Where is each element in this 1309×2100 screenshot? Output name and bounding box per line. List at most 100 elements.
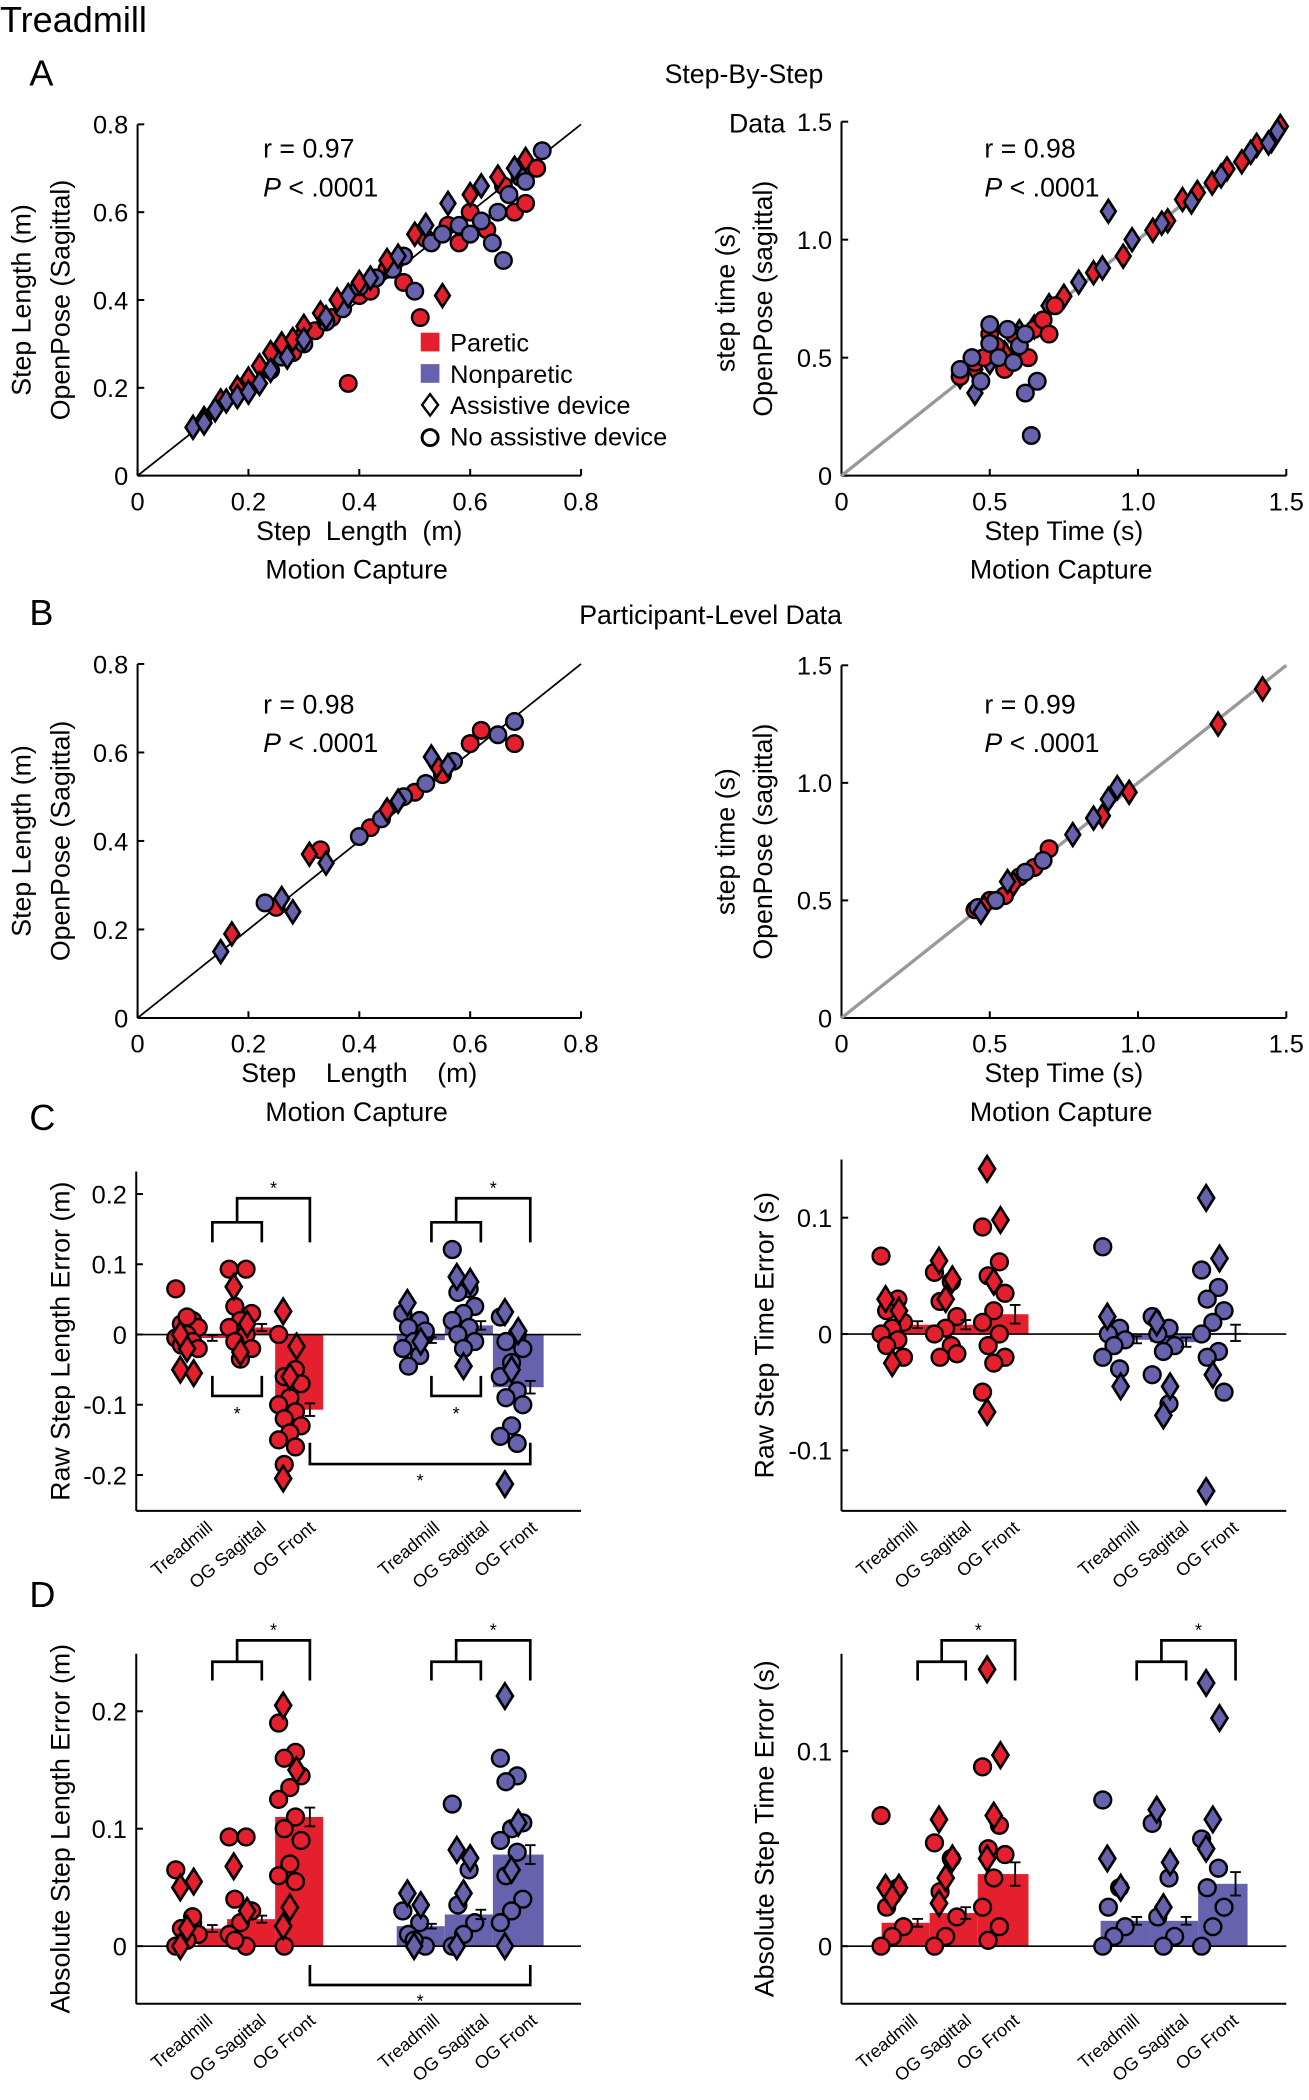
data-point-circle [471,211,491,231]
legend-label: Assistive device [450,392,630,420]
data-point-circle [1153,1936,1174,1956]
data-point-circle [995,1844,1015,1865]
y-tick-label: 0.2 [93,375,128,403]
data-point-diamond [1182,188,1201,216]
data-point-circle [505,734,525,754]
y-tick-label: 0.6 [93,740,128,768]
data-point-circle [177,1307,197,1327]
data-point-diamond [447,1930,467,1962]
data-point-circle [924,1936,945,1956]
significance-bracket [308,1964,532,1987]
data-point-circle [1093,1790,1113,1810]
data-point-diamond [977,1654,997,1685]
data-point-circle [349,827,369,847]
data-point-diamond [971,898,990,926]
data-point-diamond [433,281,452,310]
data-point-diamond [439,189,457,218]
data-point-circle [998,319,1018,339]
data-point-circle [984,1868,1004,1888]
data-point-diamond [882,1882,902,1913]
data-point-circle [490,1426,510,1446]
data-point-circle [269,1866,289,1886]
significance-star: * [270,1620,277,1640]
data-point-diamond [1114,242,1133,270]
data-point-diamond [1209,1702,1230,1734]
data-point-circle [513,1395,533,1415]
data-point-circle [255,893,275,913]
y-tick-label: 0.2 [92,1181,127,1209]
data-point-diamond [1196,1182,1216,1214]
y-tick-label: 0.1 [92,1816,127,1844]
data-point-circle [398,1356,419,1376]
data-point-circle [393,1338,413,1359]
data-point-circle [984,1353,1004,1373]
data-point-circle [291,1830,311,1851]
chart-7: Absolute Step Length Error (m) 00.10.2Tre… [45,1620,582,2085]
data-point-circle [984,1301,1004,1321]
data-point-diamond [977,1396,997,1428]
y-axis-label: step time (s) [711,225,741,372]
correlation-r: r = 0.97 [263,134,354,164]
data-point-circle [285,1871,306,1892]
data-point-diamond [1152,209,1171,237]
data-point-circle [225,1889,245,1909]
data-point-diamond [1203,1804,1223,1835]
y-tick-label: 0 [818,1934,832,1962]
data-point-circle [338,373,358,393]
significance-star: * [234,1404,241,1424]
x-tick-label: 0.6 [453,1031,488,1059]
significance-star: * [453,1404,460,1424]
data-point-circle [1039,324,1059,344]
data-point-diamond [1153,1892,1174,1923]
data-point-diamond [261,356,280,385]
data-point-diamond [977,1843,997,1874]
significance-bracket [308,1442,532,1466]
data-point-circle [1033,850,1053,870]
y-axis-label: Absolute Step Length Error (m) [45,1644,75,2014]
data-point-diamond [1209,710,1228,738]
data-point-diamond [272,884,291,913]
chart-8: Absolute Step Time Error (s) 00.1Treadmil… [749,1620,1287,2085]
data-point-circle [989,1252,1009,1272]
data-point-circle [1197,1289,1217,1309]
data-point-circle [501,1901,522,1921]
significance-bracket [940,1639,1017,1681]
data-point-circle [274,1819,294,1839]
legend-label: No assistive device [450,424,667,452]
data-point-circle [219,1827,239,1847]
data-point-circle [1093,1347,1113,1367]
data-point-circle [499,185,519,205]
chart-5: Raw Step Length Error (m) -0.2 -0.1 0 0.1 0.2… [45,1171,582,1592]
data-point-diamond [378,796,396,824]
x-tick-label: 0.4 [342,488,377,516]
data-point-circle [442,1239,462,1260]
data-point-diamond [1212,162,1230,190]
data-point-diamond [461,180,480,209]
p-value-text: < .0001 [281,728,378,758]
data-point-circle [496,1388,516,1408]
y-tick-label: 0.5 [797,345,832,373]
data-point-diamond [508,1807,528,1839]
significance-bracket [454,1196,532,1243]
significance-bracket [211,1220,264,1243]
significance-bracket [211,1660,264,1681]
data-point-circle [947,1907,967,1927]
data-point-circle [166,1279,186,1299]
data-point-diamond [389,787,408,815]
data-point-circle [972,1382,993,1402]
data-point-circle [269,1789,289,1809]
data-point-circle [269,1430,289,1450]
data-point-diamond [882,1347,902,1379]
significance-star: * [417,1992,424,2012]
significance-bracket [211,1375,264,1398]
data-point-circle [405,281,425,301]
data-point-diamond [170,1354,190,1385]
y-tick-label: 0.5 [797,888,832,916]
correlation-r: r = 0.98 [263,689,354,719]
data-point-diamond [300,840,319,869]
data-point-diamond [273,1910,293,1942]
data-point-circle [410,308,430,328]
data-point-diamond [889,1295,909,1326]
p-value-text: < .0001 [1002,172,1099,202]
legend-circle-icon [420,428,440,448]
